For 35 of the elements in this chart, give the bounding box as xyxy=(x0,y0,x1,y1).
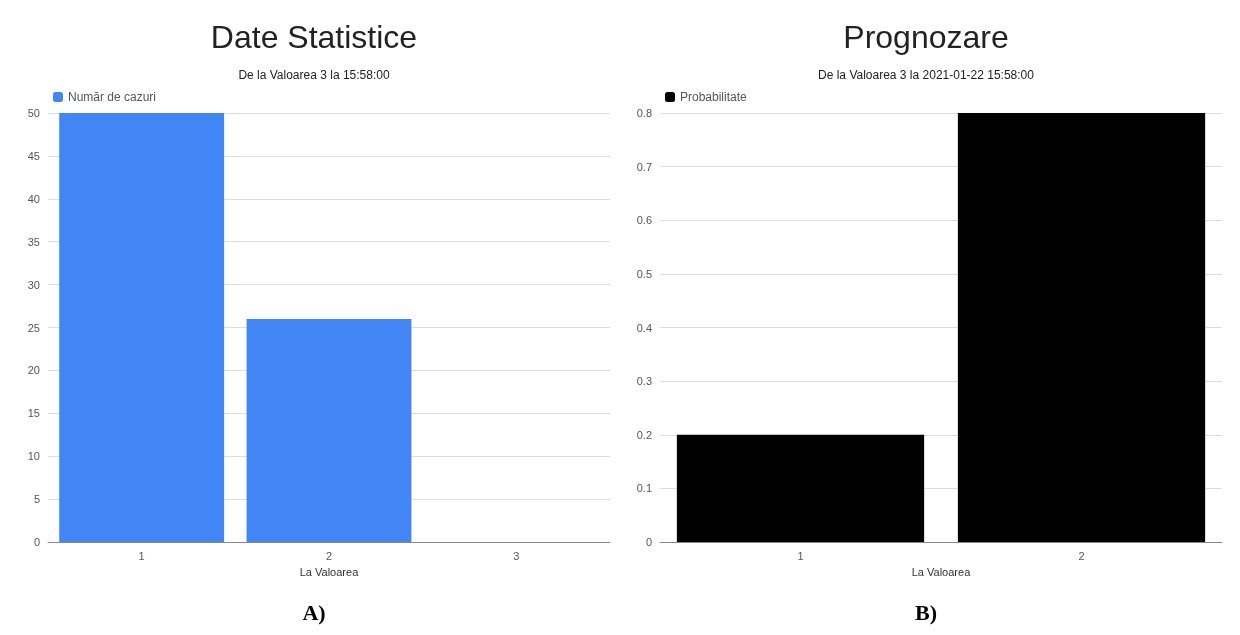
y-tick-label: 0 xyxy=(33,536,40,548)
text: B) xyxy=(915,599,937,625)
y-tick-label: 10 xyxy=(27,450,40,463)
y-tick-label: 0.4 xyxy=(636,321,652,334)
y-tick-label: 0.2 xyxy=(636,428,652,441)
x-tick-label: 2 xyxy=(1078,549,1085,562)
y-tick-label: 0 xyxy=(645,536,652,548)
y-tick-label: 5 xyxy=(33,493,40,506)
y-tick-label: 0.8 xyxy=(636,107,652,119)
y-tick-label: 20 xyxy=(27,364,40,377)
y-tick-label: 0.1 xyxy=(636,482,652,495)
y-tick-label: 40 xyxy=(27,192,40,205)
legend-label: Număr de cazuri xyxy=(68,90,157,104)
x-tick-label: 3 xyxy=(513,549,520,562)
legend-label: Probabilitate xyxy=(680,90,748,104)
chart-subtitle: De la Valoarea 3 la 15:58:00 xyxy=(238,68,390,82)
text: A) xyxy=(302,599,326,625)
y-tick-label: 0.7 xyxy=(636,160,652,173)
y-tick-label: 25 xyxy=(27,321,40,334)
y-tick-label: 45 xyxy=(27,149,40,162)
chart-subtitle: De la Valoarea 3 la 2021-01-22 15:58:00 xyxy=(818,68,1035,82)
y-tick-label: 50 xyxy=(27,107,40,119)
y-tick-label: 0.5 xyxy=(636,267,652,280)
x-tick-label: 1 xyxy=(138,549,145,562)
y-tick-label: 15 xyxy=(27,407,40,420)
y-tick-label: 0.3 xyxy=(636,375,652,388)
x-axis-title: La Valoarea xyxy=(299,565,360,578)
x-tick-label: 2 xyxy=(325,549,333,562)
y-tick-label: 35 xyxy=(27,235,40,248)
y-tick-label: 0.6 xyxy=(636,214,652,227)
x-tick-label: 1 xyxy=(797,549,804,562)
chart-title: Prognozare xyxy=(843,19,1009,55)
x-axis-title: La Valoarea xyxy=(911,565,972,578)
chart-title: Date Statistice xyxy=(210,19,418,55)
y-tick-label: 30 xyxy=(27,278,40,291)
